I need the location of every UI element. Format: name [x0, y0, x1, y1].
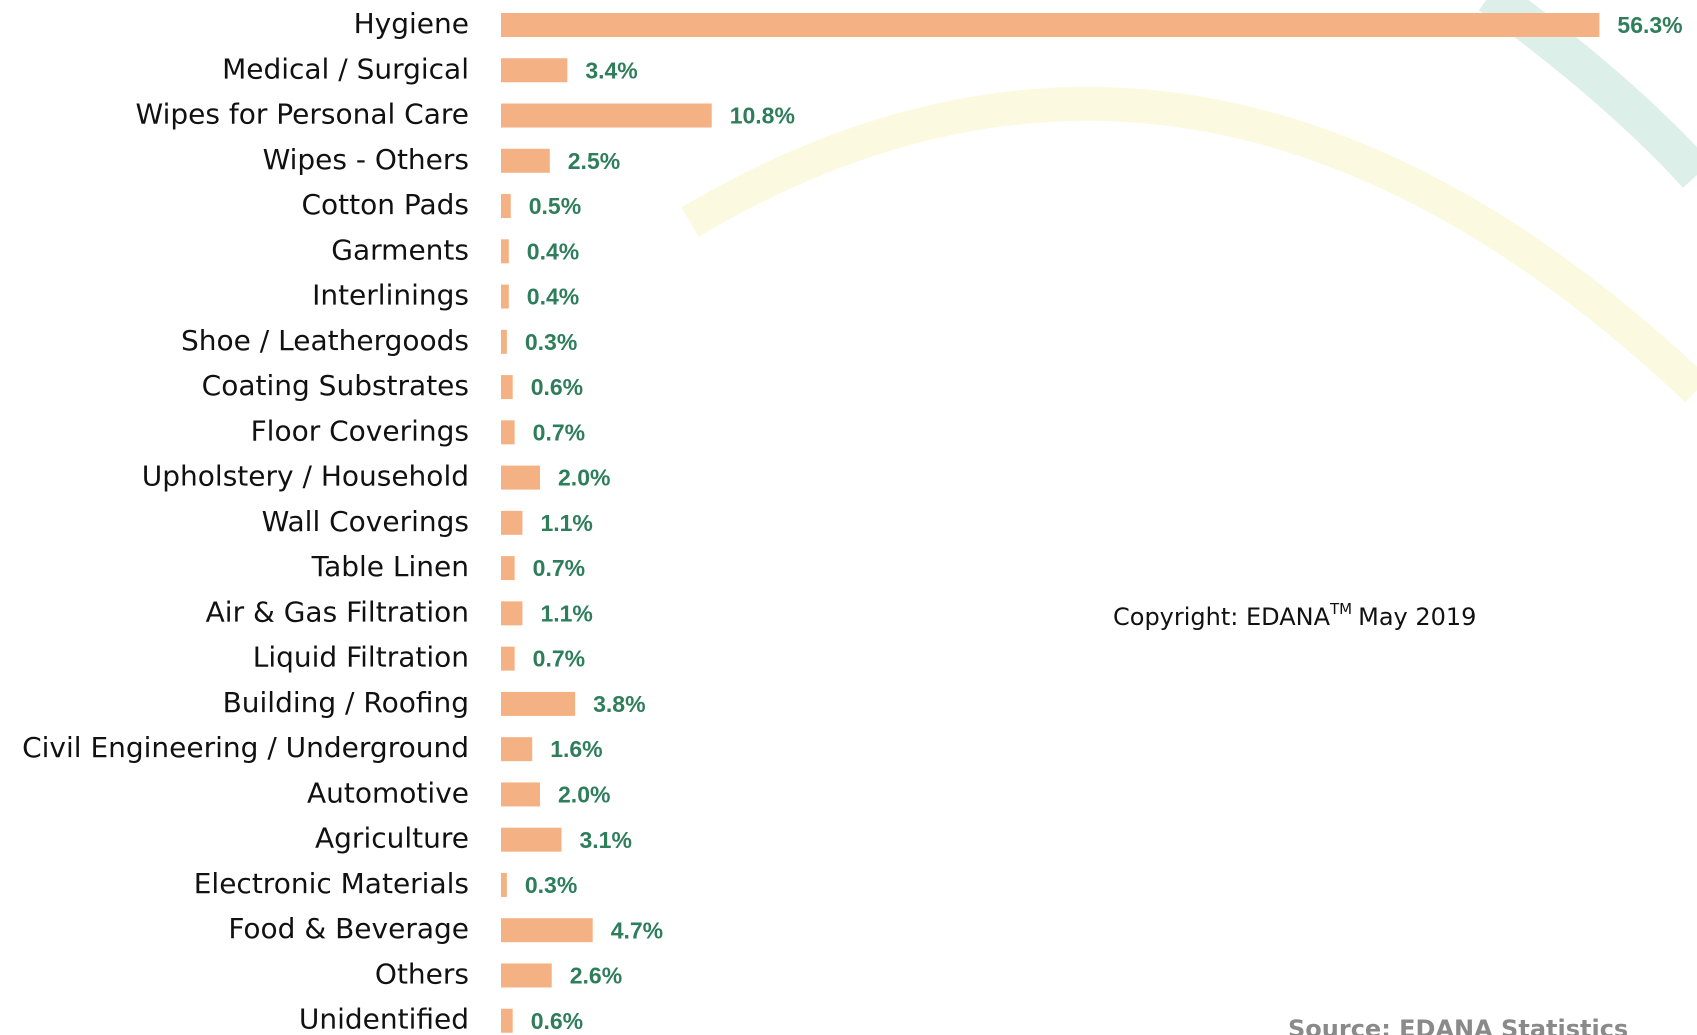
page: Copyright: EDANATM May 2019 Source: EDANA…: [0, 0, 1697, 1035]
category-label: Liquid Filtration: [253, 641, 469, 674]
category-label: Building / Roofing: [223, 686, 469, 719]
value-label: 0.7%: [533, 646, 585, 672]
value-label: 3.8%: [593, 691, 645, 717]
bar: [501, 511, 522, 535]
category-label: Automotive: [307, 776, 469, 809]
bar: [501, 963, 552, 987]
bar: [501, 285, 509, 309]
bar: [501, 466, 540, 490]
bar: [501, 556, 515, 580]
copyright: Copyright: EDANATM May 2019: [1113, 600, 1476, 632]
category-label: Table Linen: [311, 550, 469, 583]
category-label: Interlinings: [312, 279, 469, 312]
category-label: Wipes - Others: [263, 143, 469, 176]
bar: [501, 239, 509, 263]
bar: [501, 330, 507, 354]
category-label: Upholstery / Household: [142, 460, 469, 493]
value-label: 0.3%: [525, 872, 577, 898]
category-label: Electronic Materials: [194, 867, 469, 900]
bar: [501, 692, 575, 716]
category-label: Cotton Pads: [301, 188, 469, 221]
value-label: 3.4%: [585, 57, 637, 83]
chart: Copyright: EDANATM May 2019 Source: EDANA…: [0, 0, 1697, 1035]
value-label: 1.6%: [550, 736, 602, 762]
value-label: 2.0%: [558, 465, 610, 491]
bar: [501, 828, 561, 852]
bar: [501, 737, 532, 761]
bar: [501, 149, 550, 173]
bar: [501, 13, 1599, 37]
value-label: 0.6%: [531, 374, 583, 400]
category-label: Wipes for Personal Care: [136, 98, 470, 131]
category-label: Floor Coverings: [251, 414, 469, 447]
category-label: Unidentified: [299, 1003, 469, 1035]
value-label: 0.3%: [525, 329, 577, 355]
bar: [501, 1009, 513, 1033]
source: Source: EDANA Statistics: [1288, 1015, 1628, 1035]
category-label: Agriculture: [315, 822, 469, 855]
decor-arc-yellow: [690, 104, 1697, 390]
bar: [501, 873, 507, 897]
value-label: 0.4%: [527, 238, 579, 264]
value-label: 0.7%: [533, 419, 585, 445]
value-label: 2.0%: [558, 781, 610, 807]
value-label: 2.6%: [570, 963, 622, 989]
copyright-superscript: TM: [1329, 600, 1352, 618]
copyright-text: Copyright: EDANA: [1113, 603, 1331, 631]
value-label: 2.5%: [568, 148, 620, 174]
category-label: Wall Coverings: [262, 505, 469, 538]
bar: [501, 420, 515, 444]
bar: [501, 58, 567, 82]
copyright-date: May 2019: [1358, 603, 1476, 631]
category-label: Medical / Surgical: [222, 52, 469, 85]
bar: [501, 782, 540, 806]
value-label: 0.4%: [527, 284, 579, 310]
category-label: Food & Beverage: [228, 912, 469, 945]
category-label: Hygiene: [354, 7, 469, 40]
value-label: 0.6%: [531, 1008, 583, 1034]
value-label: 1.1%: [540, 600, 592, 626]
value-label: 1.1%: [540, 510, 592, 536]
value-label: 10.8%: [730, 103, 795, 129]
bar: [501, 194, 511, 218]
bar: [501, 375, 513, 399]
value-label: 3.1%: [579, 827, 631, 853]
bar: [501, 601, 522, 625]
value-label: 0.5%: [529, 193, 581, 219]
bar: [501, 918, 593, 942]
bar: [501, 104, 712, 128]
category-label: Shoe / Leathergoods: [181, 324, 469, 357]
bar: [501, 647, 515, 671]
category-label: Coating Substrates: [202, 369, 469, 402]
category-label: Air & Gas Filtration: [206, 595, 469, 628]
category-label: Others: [375, 957, 469, 990]
value-label: 56.3%: [1617, 12, 1682, 38]
value-label: 0.7%: [533, 555, 585, 581]
value-label: 4.7%: [611, 917, 663, 943]
category-label: Civil Engineering / Underground: [22, 731, 469, 764]
category-label: Garments: [331, 233, 469, 266]
